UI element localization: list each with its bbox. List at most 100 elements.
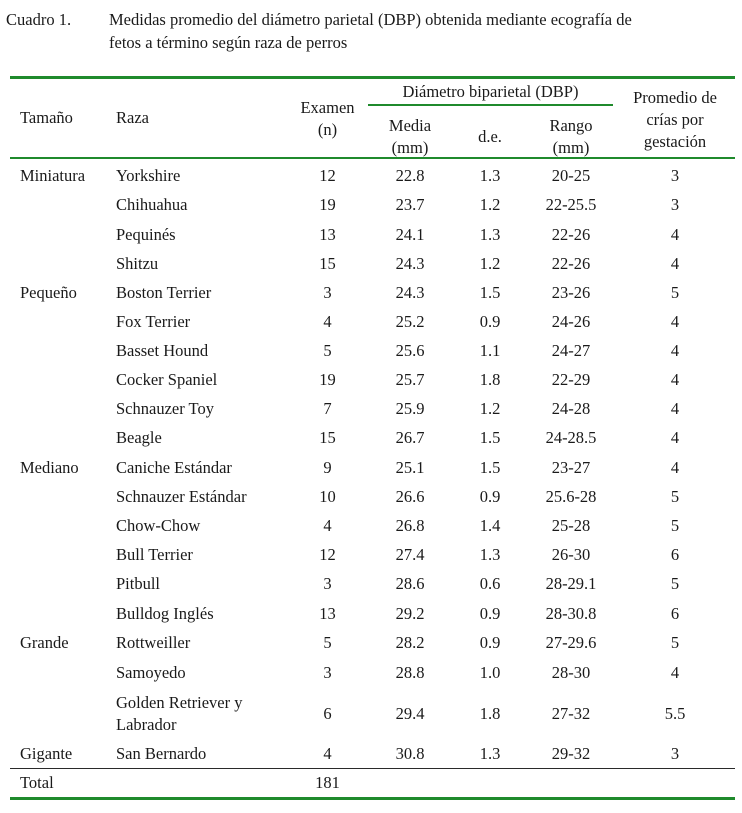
cell-de: 0.9 xyxy=(479,312,501,331)
total-examen: 181 xyxy=(315,773,340,792)
cell-media: 25.9 xyxy=(395,399,425,418)
cell-examen: 4 xyxy=(323,744,332,763)
cell-crias: 5 xyxy=(670,574,680,593)
cell-media: 27.4 xyxy=(395,545,425,564)
cell-crias: 4 xyxy=(670,312,680,331)
header-examen-line-1: Examen xyxy=(300,98,355,117)
cell-de: 0.9 xyxy=(479,633,501,652)
cell-examen: 15 xyxy=(319,254,336,273)
cell-rango: 28-30.8 xyxy=(545,604,597,623)
cell-rango: 28-30 xyxy=(551,663,591,682)
cell-crias: 5.5 xyxy=(664,704,686,723)
header-rango-line-1: Rango xyxy=(549,116,593,135)
header-examen-line-2: (n) xyxy=(317,120,338,139)
cell-rango: 22-26 xyxy=(551,254,591,273)
cell-rango: 24-28 xyxy=(551,399,591,418)
cell-raza: Bulldog Inglés xyxy=(116,604,214,623)
cell-rango: 24-28.5 xyxy=(545,428,597,447)
cell-de: 0.9 xyxy=(479,487,501,506)
cell-raza: Golden Retriever y Labrador xyxy=(116,692,242,736)
header-rango-line-2: (mm) xyxy=(552,138,590,157)
cell-de: 1.3 xyxy=(479,744,501,763)
cell-raza: Fox Terrier xyxy=(116,312,191,331)
cell-examen: 19 xyxy=(319,195,336,214)
total-label: Total xyxy=(20,773,54,792)
cell-examen: 19 xyxy=(319,370,336,389)
cell-raza-line-2: Labrador xyxy=(116,715,177,734)
cell-crias: 5 xyxy=(670,487,680,506)
cell-media: 30.8 xyxy=(395,744,425,763)
cell-media: 24.1 xyxy=(395,225,425,244)
cell-raza: Samoyedo xyxy=(116,663,186,682)
cell-de: 1.4 xyxy=(479,516,501,535)
cell-rango: 25-28 xyxy=(551,516,591,535)
cell-crias: 4 xyxy=(670,663,680,682)
cell-tamano: Miniatura xyxy=(20,166,86,185)
cell-de: 1.8 xyxy=(479,370,501,389)
cell-crias: 5 xyxy=(670,633,680,652)
header-promedio-line-1: Promedio de xyxy=(633,88,717,107)
cell-examen: 13 xyxy=(319,604,336,623)
header-promedio-crias: Promedio de crías por gestación xyxy=(620,87,730,153)
cell-rango: 24-26 xyxy=(551,312,591,331)
header-bottom-rule xyxy=(10,157,735,159)
cell-examen: 3 xyxy=(323,663,332,682)
cell-raza-line-1: Golden Retriever y xyxy=(116,693,243,712)
cell-media: 23.7 xyxy=(395,195,425,214)
header-tamano: Tamaño xyxy=(20,108,73,127)
cell-examen: 12 xyxy=(319,166,336,185)
header-de: d.e. xyxy=(478,127,502,146)
cell-crias: 5 xyxy=(670,283,680,302)
cell-examen: 5 xyxy=(323,341,332,360)
table-caption: Cuadro 1. Medidas promedio del diámetro … xyxy=(6,8,734,54)
cell-de: 0.6 xyxy=(479,574,501,593)
cell-de: 1.8 xyxy=(479,704,501,723)
cell-rango: 22-25.5 xyxy=(545,195,597,214)
cell-crias: 5 xyxy=(670,516,680,535)
cell-raza: Basset Hound xyxy=(116,341,209,360)
cell-examen: 5 xyxy=(323,633,332,652)
cell-rango: 22-29 xyxy=(551,370,591,389)
cell-raza: Pitbull xyxy=(116,574,161,593)
header-media-line-2: (mm) xyxy=(391,138,429,157)
cell-crias: 3 xyxy=(670,195,680,214)
cell-de: 1.2 xyxy=(479,195,501,214)
cell-crias: 6 xyxy=(670,545,680,564)
cell-de: 1.2 xyxy=(479,399,501,418)
caption-label: Cuadro 1. xyxy=(6,10,72,29)
cell-de: 1.3 xyxy=(479,545,501,564)
cell-rango: 27-29.6 xyxy=(545,633,597,652)
cell-de: 1.5 xyxy=(479,283,501,302)
cell-crias: 4 xyxy=(670,370,680,389)
cell-raza: Pequinés xyxy=(116,225,176,244)
cell-crias: 6 xyxy=(670,604,680,623)
header-media: Media (mm) xyxy=(370,115,450,159)
cell-examen: 15 xyxy=(319,428,336,447)
cell-rango: 23-27 xyxy=(551,458,591,477)
cell-rango: 24-27 xyxy=(551,341,591,360)
cell-tamano: Grande xyxy=(20,633,69,652)
cell-media: 28.6 xyxy=(395,574,425,593)
cell-de: 1.5 xyxy=(479,428,501,447)
cell-rango: 27-32 xyxy=(551,704,591,723)
cell-de: 1.5 xyxy=(479,458,501,477)
cell-media: 26.7 xyxy=(395,428,425,447)
cell-rango: 22-26 xyxy=(551,225,591,244)
caption-title-line-2: fetos a término según raza de perros xyxy=(109,33,348,52)
cell-crias: 4 xyxy=(670,225,680,244)
header-raza: Raza xyxy=(116,108,149,127)
header-promedio-line-2: crías por xyxy=(646,110,704,129)
cell-raza: Beagle xyxy=(116,428,162,447)
cell-media: 26.6 xyxy=(395,487,425,506)
cell-media: 24.3 xyxy=(395,283,425,302)
cell-examen: 3 xyxy=(323,283,332,302)
cell-crias: 4 xyxy=(670,399,680,418)
cell-media: 25.2 xyxy=(395,312,425,331)
cell-raza: San Bernardo xyxy=(116,744,207,763)
cell-examen: 4 xyxy=(323,312,332,331)
cell-de: 1.1 xyxy=(479,341,501,360)
cell-tamano: Mediano xyxy=(20,458,79,477)
cell-examen: 9 xyxy=(323,458,332,477)
header-media-line-1: Media xyxy=(388,116,432,135)
cell-media: 24.3 xyxy=(395,254,425,273)
